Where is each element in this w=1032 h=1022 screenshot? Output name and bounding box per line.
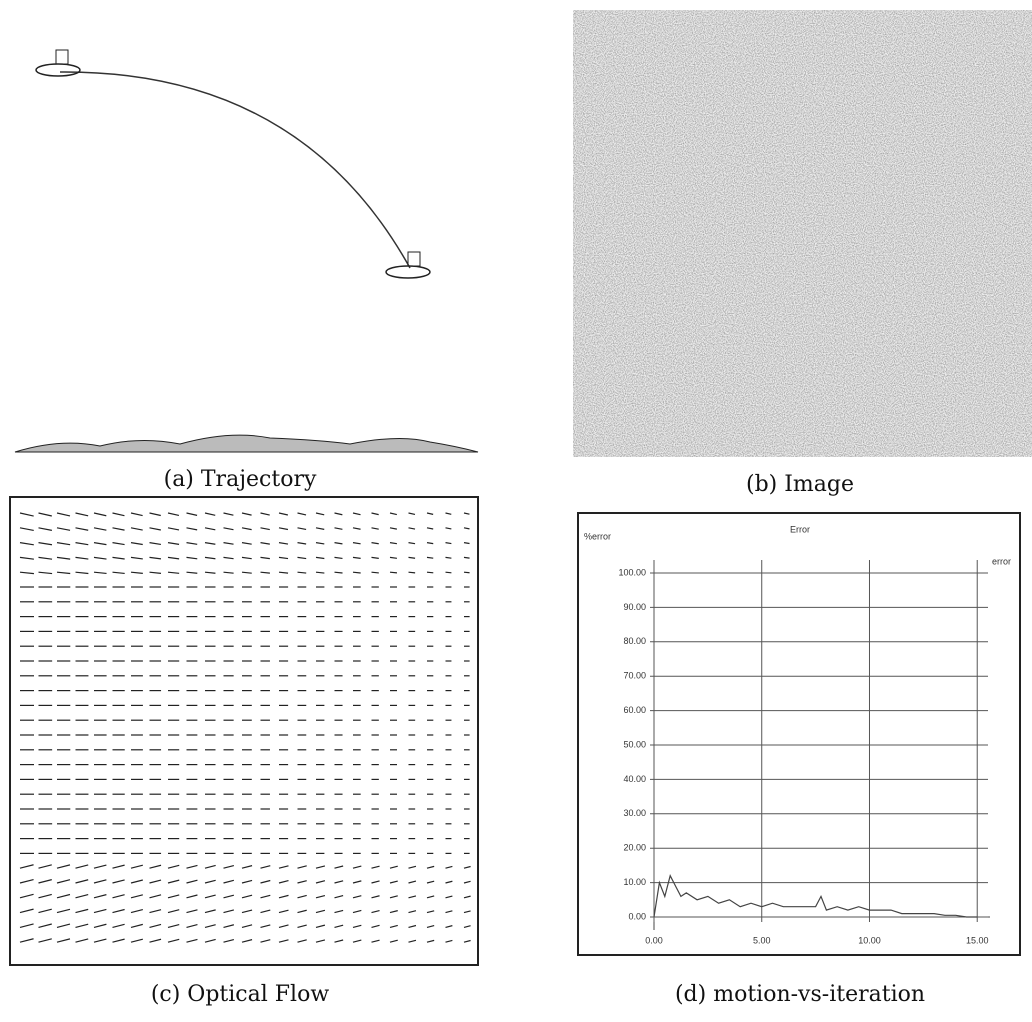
legend-label: error <box>992 556 1011 566</box>
y-tick-label: 70.00 <box>623 671 646 681</box>
trajectory-panel: (a) Trajectory <box>15 50 478 492</box>
vehicle-end-tower <box>408 252 420 266</box>
y-tick-label: 10.00 <box>623 877 646 887</box>
vehicle-start-tower <box>56 50 68 64</box>
trajectory-path <box>60 72 410 268</box>
terrain <box>15 435 478 452</box>
flow-vector <box>390 572 397 573</box>
flow-vector <box>372 572 379 573</box>
chart-title: Error <box>790 524 810 534</box>
y-tick-label: 30.00 <box>623 808 646 818</box>
flow-vector <box>446 557 452 558</box>
chart-panel: Error %error error (d) motion-vs-iterati… <box>578 513 1020 1007</box>
image-panel: (b) Image <box>573 10 1032 497</box>
flow-vector <box>464 572 470 573</box>
y-tick-label: 40.00 <box>623 774 646 784</box>
y-tick-label: 80.00 <box>623 636 646 646</box>
optical-flow-panel: (c) Optical Flow <box>10 497 478 1007</box>
vehicle-start <box>36 64 80 76</box>
caption: (a) Trajectory <box>164 467 317 492</box>
y-tick-label: 20.00 <box>623 843 646 853</box>
y-tick-label: 60.00 <box>623 705 646 715</box>
flow-vector <box>427 557 433 558</box>
caption: (d) motion-vs-iteration <box>675 982 925 1007</box>
flow-vector <box>409 572 416 573</box>
flow-vector <box>353 572 361 573</box>
y-tick-label: 100.00 <box>618 567 646 577</box>
flow-vector <box>427 572 433 573</box>
x-tick-label: 5.00 <box>753 935 771 945</box>
flow-vector <box>316 572 324 573</box>
flow-vector <box>464 557 470 558</box>
y-tick-label: 50.00 <box>623 739 646 749</box>
caption: (b) Image <box>746 472 854 497</box>
flow-frame <box>10 497 478 965</box>
y-tick-label: 0.00 <box>628 911 646 921</box>
y-axis-label: %error <box>584 531 611 541</box>
figure: (a) Trajectory (b) Image (c) Optical Flo… <box>0 0 1032 1018</box>
flow-vector <box>335 572 343 573</box>
x-tick-label: 10.00 <box>858 935 881 945</box>
x-tick-label: 15.00 <box>966 935 989 945</box>
y-tick-label: 90.00 <box>623 602 646 612</box>
caption: (c) Optical Flow <box>151 982 329 1007</box>
vehicle-end <box>386 266 430 278</box>
x-tick-label: 0.00 <box>645 935 663 945</box>
noise-image <box>573 10 1032 457</box>
flow-vector <box>409 557 416 558</box>
flow-vector <box>446 572 452 573</box>
chart-frame <box>578 513 1020 955</box>
